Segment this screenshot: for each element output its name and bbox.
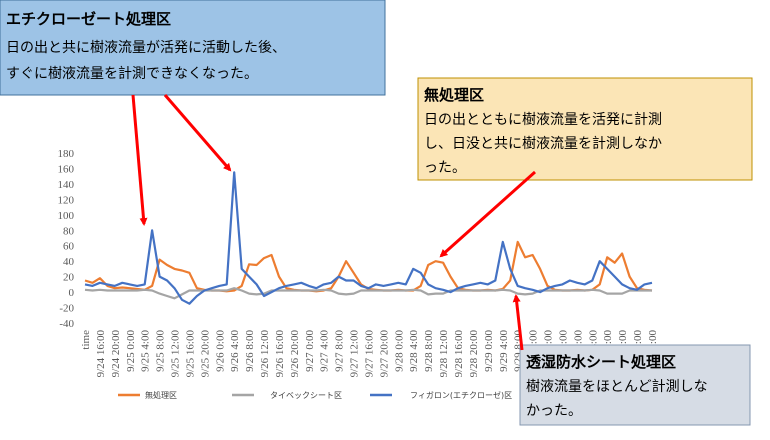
annotation-title: 無処理区 (424, 86, 484, 104)
x-tick-label: 9/27 12:00 (349, 330, 361, 378)
y-tick-label: 0 (69, 287, 75, 299)
annotation-box (519, 344, 751, 426)
x-tick-label: time (80, 330, 92, 350)
x-tick-label: 9/24 20:00 (110, 330, 122, 378)
annotation-text: すぐに樹液流量を計測できなくなった。 (6, 66, 258, 82)
x-tick-label: 9/26 4:00 (229, 330, 241, 372)
x-tick-label: 9/26 20:00 (289, 330, 301, 378)
y-tick-label: 140 (58, 179, 75, 191)
y-tick-label: 160 (58, 163, 75, 175)
y-tick-label: 60 (63, 241, 75, 253)
x-tick-label: 9/28 16:00 (453, 330, 465, 378)
y-tick-label: -40 (59, 318, 74, 330)
series-line (84, 287, 652, 300)
x-tick-label: 9/28 20:00 (468, 330, 480, 378)
y-tick-label: 100 (58, 210, 75, 222)
y-tick-label: 120 (58, 194, 75, 206)
annotation-text: った。 (424, 160, 466, 176)
y-tick-label: 80 (63, 225, 75, 237)
annotation-text: かった。 (526, 403, 582, 419)
x-tick-label: 9/25 8:00 (155, 330, 167, 372)
arrow (163, 94, 232, 172)
arrow (131, 94, 148, 226)
x-tick-label: 9/27 16:00 (363, 330, 375, 378)
x-tick-label: 9/25 12:00 (170, 330, 182, 378)
x-tick-label: 9/25 20:00 (199, 330, 211, 378)
y-tick-label: 180 (58, 148, 75, 160)
x-tick-label: 9/27 0:00 (304, 330, 316, 372)
x-tick-label: 9/25 0:00 (125, 330, 137, 372)
x-tick-label: 9/28 12:00 (438, 330, 450, 378)
annotation-text: 日の出と共に樹液流量が活発に活動した後、 (6, 40, 286, 56)
x-tick-label: 9/27 4:00 (319, 330, 331, 372)
arrow (512, 294, 524, 351)
annotation-text: 日の出とともに樹液流量を活発に計測 (424, 112, 662, 128)
annotation-title: エチクローゼート処理区 (6, 10, 171, 28)
x-tick-label: 9/29 4:00 (498, 330, 510, 372)
x-tick-label: 9/28 0:00 (393, 330, 405, 372)
x-tick-label: 9/26 16:00 (274, 330, 286, 378)
x-tick-label: 9/27 20:00 (378, 330, 390, 378)
annotation-box (0, 0, 386, 96)
legend-label: タイベックシート区 (270, 391, 342, 400)
annotation-title: 透湿防水シート処理区 (526, 353, 676, 371)
y-tick-label: -20 (59, 303, 74, 315)
annotation-box (417, 77, 753, 181)
annotation-text: 樹液流量をほとんど計測しな (526, 379, 708, 395)
legend-label: 無処理区 (145, 390, 177, 400)
series-line (84, 171, 653, 305)
x-tick-label: 9/26 12:00 (259, 330, 271, 378)
arrow (439, 170, 536, 258)
y-tick-label: 20 (63, 272, 75, 284)
x-tick-label: 9/25 16:00 (184, 330, 196, 378)
x-tick-label: 9/29 0:00 (483, 330, 495, 372)
x-tick-label: 9/26 0:00 (214, 330, 226, 372)
x-tick-label: 9/24 16:00 (95, 330, 107, 378)
x-tick-label: 9/26 8:00 (244, 330, 256, 372)
x-tick-label: 9/28 4:00 (408, 330, 420, 372)
x-tick-label: 9/25 4:00 (140, 330, 152, 372)
y-tick-label: 40 (63, 256, 75, 268)
annotation-text: し、日没と共に樹液流量を計測しなか (424, 136, 662, 152)
legend-label: フィガロン(エチクローゼ)区 (410, 390, 512, 400)
x-tick-label: 9/28 8:00 (423, 330, 435, 372)
x-tick-label: 9/27 8:00 (334, 330, 346, 372)
